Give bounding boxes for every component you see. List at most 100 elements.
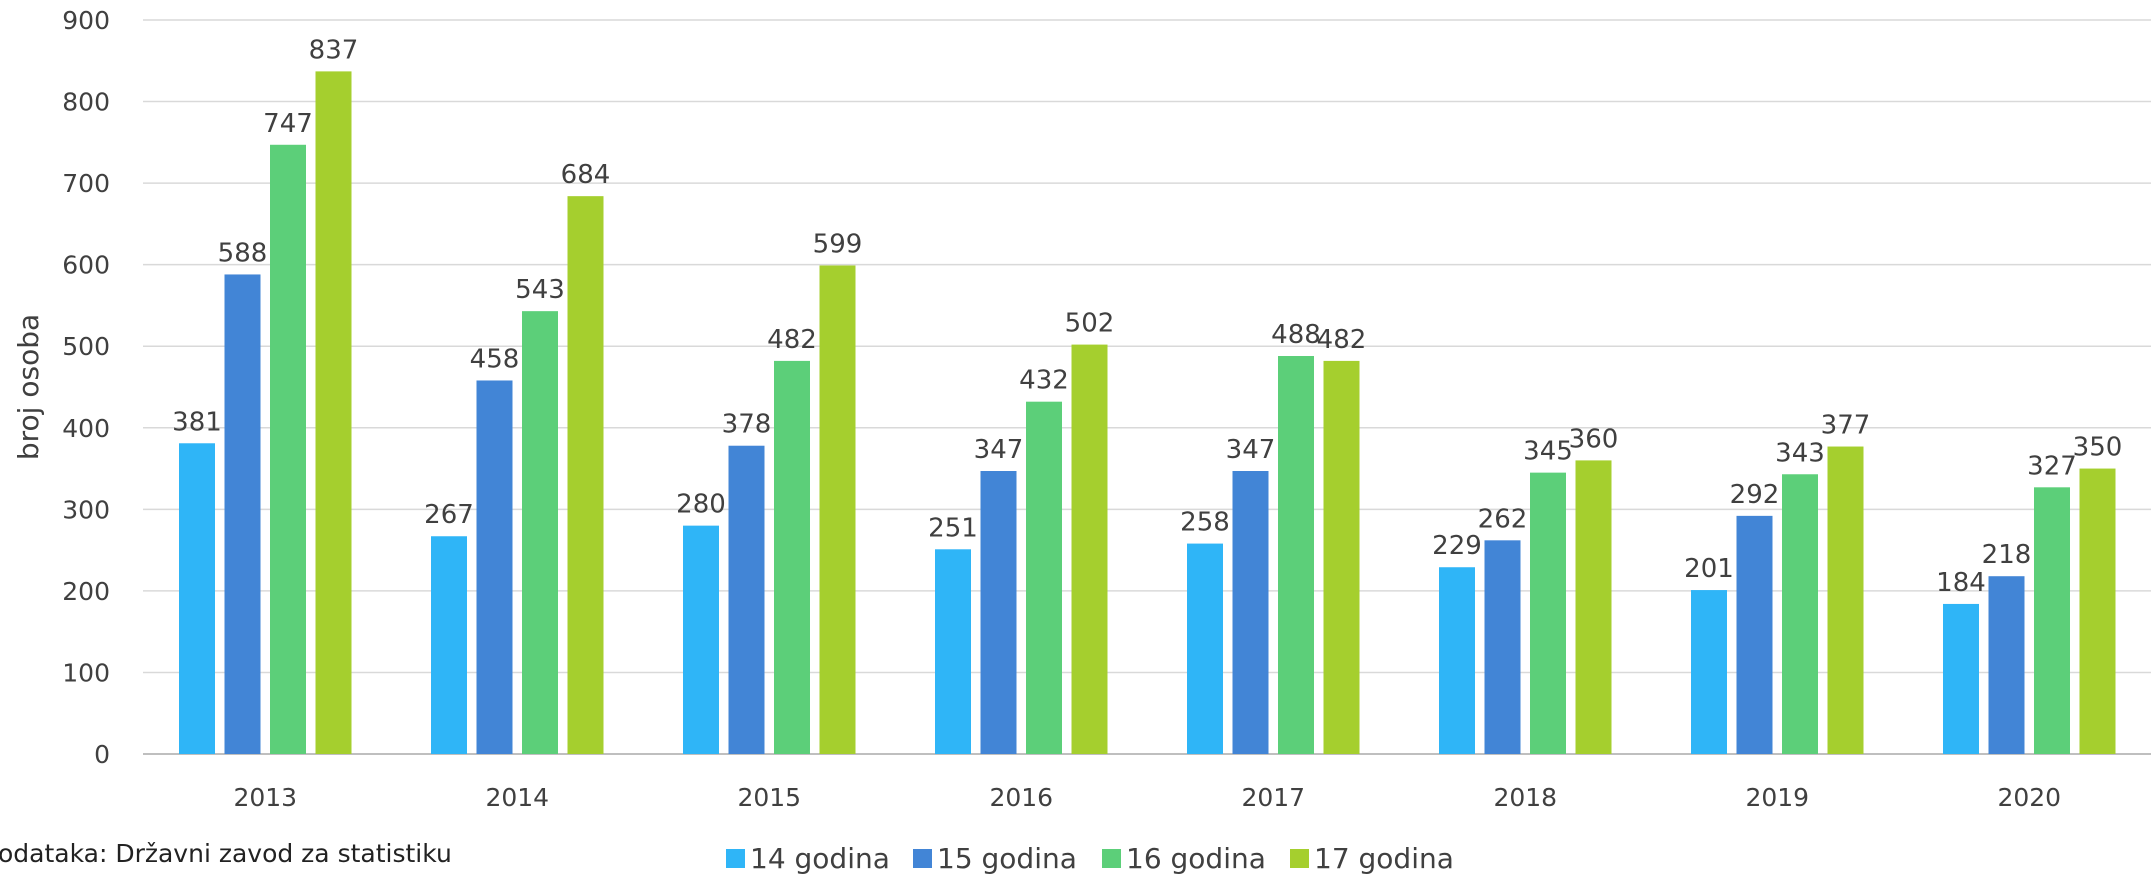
- legend-swatch: [1102, 849, 1121, 868]
- bar-2020-17-godina: [2079, 468, 2116, 754]
- x-tick-label: 2013: [233, 783, 297, 812]
- legend-item: 16 godina: [1102, 842, 1266, 875]
- data-label: 262: [1478, 504, 1528, 534]
- bar-2018-16-godina: [1530, 472, 1566, 754]
- legend-swatch: [913, 849, 932, 868]
- y-tick-label: 500: [62, 332, 110, 361]
- bar-2017-16-godina: [1278, 356, 1314, 754]
- bar-2020-16-godina: [2034, 487, 2070, 754]
- legend-swatch: [726, 849, 745, 868]
- legend-item: 14 godina: [726, 842, 890, 875]
- data-label: 327: [2027, 451, 2077, 481]
- data-label: 377: [1821, 411, 1871, 441]
- legend-item: 17 godina: [1290, 842, 1454, 875]
- data-label: 482: [1317, 325, 1367, 355]
- data-label: 747: [263, 109, 313, 139]
- bar-2016-14-godina: [935, 549, 971, 754]
- legend-label: 14 godina: [750, 842, 890, 875]
- bar-2015-16-godina: [774, 360, 810, 754]
- data-label: 280: [676, 490, 726, 520]
- bar-2019-17-godina: [1827, 446, 1864, 754]
- data-label: 350: [2073, 433, 2123, 463]
- bar-2018-14-godina: [1439, 567, 1475, 754]
- data-label: 360: [1569, 424, 1619, 454]
- legend-swatch: [1290, 849, 1309, 868]
- bar-2014-17-godina: [567, 196, 604, 754]
- bar-2013-16-godina: [270, 144, 306, 754]
- y-tick-label: 100: [62, 658, 110, 687]
- x-tick-label: 2015: [737, 783, 801, 812]
- bar-2014-14-godina: [431, 536, 467, 754]
- bar-2017-17-godina: [1323, 360, 1360, 754]
- legend-label: 15 godina: [937, 842, 1077, 875]
- data-label: 345: [1523, 437, 1573, 467]
- bars: [179, 71, 2116, 754]
- data-label: 684: [561, 160, 611, 190]
- bar-2020-14-godina: [1943, 603, 1979, 754]
- x-tick-label: 2020: [1997, 783, 2061, 812]
- data-label: 599: [813, 229, 863, 259]
- y-tick-label: 600: [62, 251, 110, 280]
- bar-2019-14-godina: [1691, 590, 1727, 754]
- x-tick-label: 2018: [1493, 783, 1557, 812]
- data-label: 432: [1019, 366, 1069, 396]
- bar-2016-15-godina: [980, 471, 1017, 754]
- data-label: 229: [1432, 531, 1482, 561]
- x-tick-label: 2016: [989, 783, 1053, 812]
- data-label: 258: [1180, 508, 1230, 538]
- bar-2019-15-godina: [1736, 515, 1773, 754]
- legend-item: 15 godina: [913, 842, 1077, 875]
- bar-2013-15-godina: [224, 274, 261, 754]
- bar-2013-17-godina: [315, 71, 352, 754]
- data-label: 343: [1775, 438, 1825, 468]
- data-label: 347: [974, 435, 1024, 465]
- data-label: 347: [1226, 435, 1276, 465]
- data-label: 184: [1936, 568, 1986, 598]
- bar-2014-16-godina: [522, 311, 558, 754]
- data-label: 588: [218, 238, 268, 268]
- source-note: odataka: Državni zavod za statistiku: [0, 839, 452, 868]
- y-tick-label: 0: [94, 740, 110, 769]
- y-axis-tick-labels: 0 100 200 300 400 500 600 700 800 900: [62, 6, 110, 769]
- data-label: 543: [515, 275, 565, 305]
- bar-2015-17-godina: [819, 265, 856, 754]
- bar-2016-16-godina: [1026, 401, 1062, 754]
- data-label: 482: [767, 325, 817, 355]
- data-labels: 381 588 747 837 267 458 543 684 280 378 482 599 251 3…: [172, 35, 2122, 598]
- bar-2015-14-godina: [683, 525, 719, 754]
- data-label: 201: [1684, 554, 1734, 584]
- x-tick-label: 2014: [485, 783, 549, 812]
- bar-2013-14-godina: [179, 443, 215, 754]
- bar-2019-16-godina: [1782, 474, 1818, 754]
- x-tick-label: 2017: [1241, 783, 1305, 812]
- y-tick-label: 900: [62, 6, 110, 35]
- legend: 14 godina 15 godina 16 godina 17 godina: [726, 842, 1454, 875]
- data-label: 381: [172, 407, 222, 437]
- y-tick-label: 800: [62, 88, 110, 117]
- x-axis-tick-labels: 2013 2014 2015 2016 2017 2018 2019 2020: [233, 783, 2061, 812]
- x-tick-label: 2019: [1745, 783, 1809, 812]
- data-label: 218: [1982, 540, 2032, 570]
- bar-2016-17-godina: [1071, 344, 1108, 754]
- y-axis-title: broj osoba: [12, 314, 45, 460]
- bar-2018-17-godina: [1575, 460, 1612, 754]
- bar-2017-15-godina: [1232, 471, 1269, 754]
- data-label: 251: [928, 513, 978, 543]
- legend-label: 16 godina: [1126, 842, 1266, 875]
- bar-2020-15-godina: [1988, 576, 2025, 754]
- y-tick-label: 200: [62, 577, 110, 606]
- y-tick-label: 400: [62, 414, 110, 443]
- data-label: 292: [1730, 480, 1780, 510]
- data-label: 458: [470, 344, 520, 374]
- y-tick-label: 300: [62, 495, 110, 524]
- y-tick-label: 700: [62, 169, 110, 198]
- data-label: 502: [1065, 309, 1115, 339]
- bar-2014-15-godina: [476, 380, 513, 754]
- data-label: 267: [424, 500, 474, 530]
- bar-2015-15-godina: [728, 445, 765, 754]
- data-label: 488: [1271, 320, 1321, 350]
- legend-label: 17 godina: [1314, 842, 1454, 875]
- bar-2017-14-godina: [1187, 543, 1223, 754]
- data-label: 837: [309, 35, 359, 65]
